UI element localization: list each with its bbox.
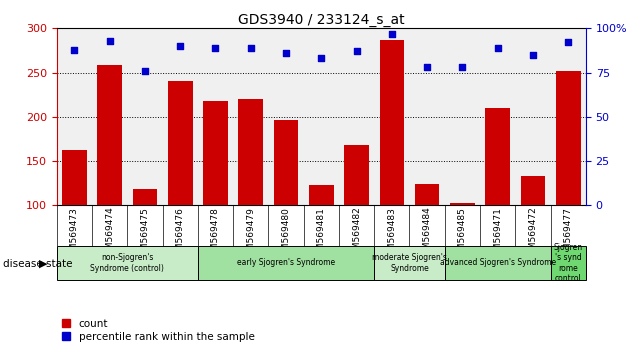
Bar (132, 189, 158, 294)
Point (69, 47, 79, 52)
Point (352, 48, 362, 54)
Bar (445, 246, 551, 280)
Legend: count, percentile rank within the sample: count, percentile rank within the sample (62, 319, 255, 342)
Bar (57, 246, 198, 280)
Bar (97, 65, 122, 294)
Point (246, 45, 256, 51)
Text: disease state: disease state (3, 259, 72, 269)
Point (210, 45, 220, 51)
Bar (551, 246, 586, 280)
Bar (520, 176, 546, 294)
Point (281, 50, 291, 56)
Bar (415, 184, 440, 294)
Text: Sjogren
's synd
rome
control: Sjogren 's synd rome control (554, 243, 583, 283)
Text: ▶: ▶ (39, 259, 47, 269)
Point (387, 31, 397, 36)
Point (528, 52, 538, 58)
Bar (203, 101, 228, 294)
Point (175, 43, 185, 49)
Point (563, 40, 573, 45)
Point (105, 38, 115, 44)
Bar (238, 99, 263, 294)
Bar (344, 145, 369, 294)
Point (140, 68, 150, 74)
Point (316, 56, 326, 61)
Bar (379, 40, 404, 294)
Bar (485, 108, 510, 294)
Bar (198, 246, 374, 280)
Point (457, 64, 467, 70)
Text: early Sjogren's Syndrome: early Sjogren's Syndrome (237, 258, 335, 267)
Point (493, 45, 503, 51)
Bar (450, 202, 475, 294)
Title: GDS3940 / 233124_s_at: GDS3940 / 233124_s_at (238, 13, 404, 27)
Bar (374, 246, 445, 280)
Bar (62, 149, 87, 294)
Text: non-Sjogren's
Syndrome (control): non-Sjogren's Syndrome (control) (90, 253, 164, 273)
Bar (309, 185, 334, 294)
Point (422, 64, 432, 70)
Text: advanced Sjogren's Syndrome: advanced Sjogren's Syndrome (440, 258, 556, 267)
Bar (556, 71, 581, 294)
Bar (168, 81, 193, 294)
Text: moderate Sjogren's
Syndrome: moderate Sjogren's Syndrome (372, 253, 447, 273)
Bar (273, 120, 299, 294)
